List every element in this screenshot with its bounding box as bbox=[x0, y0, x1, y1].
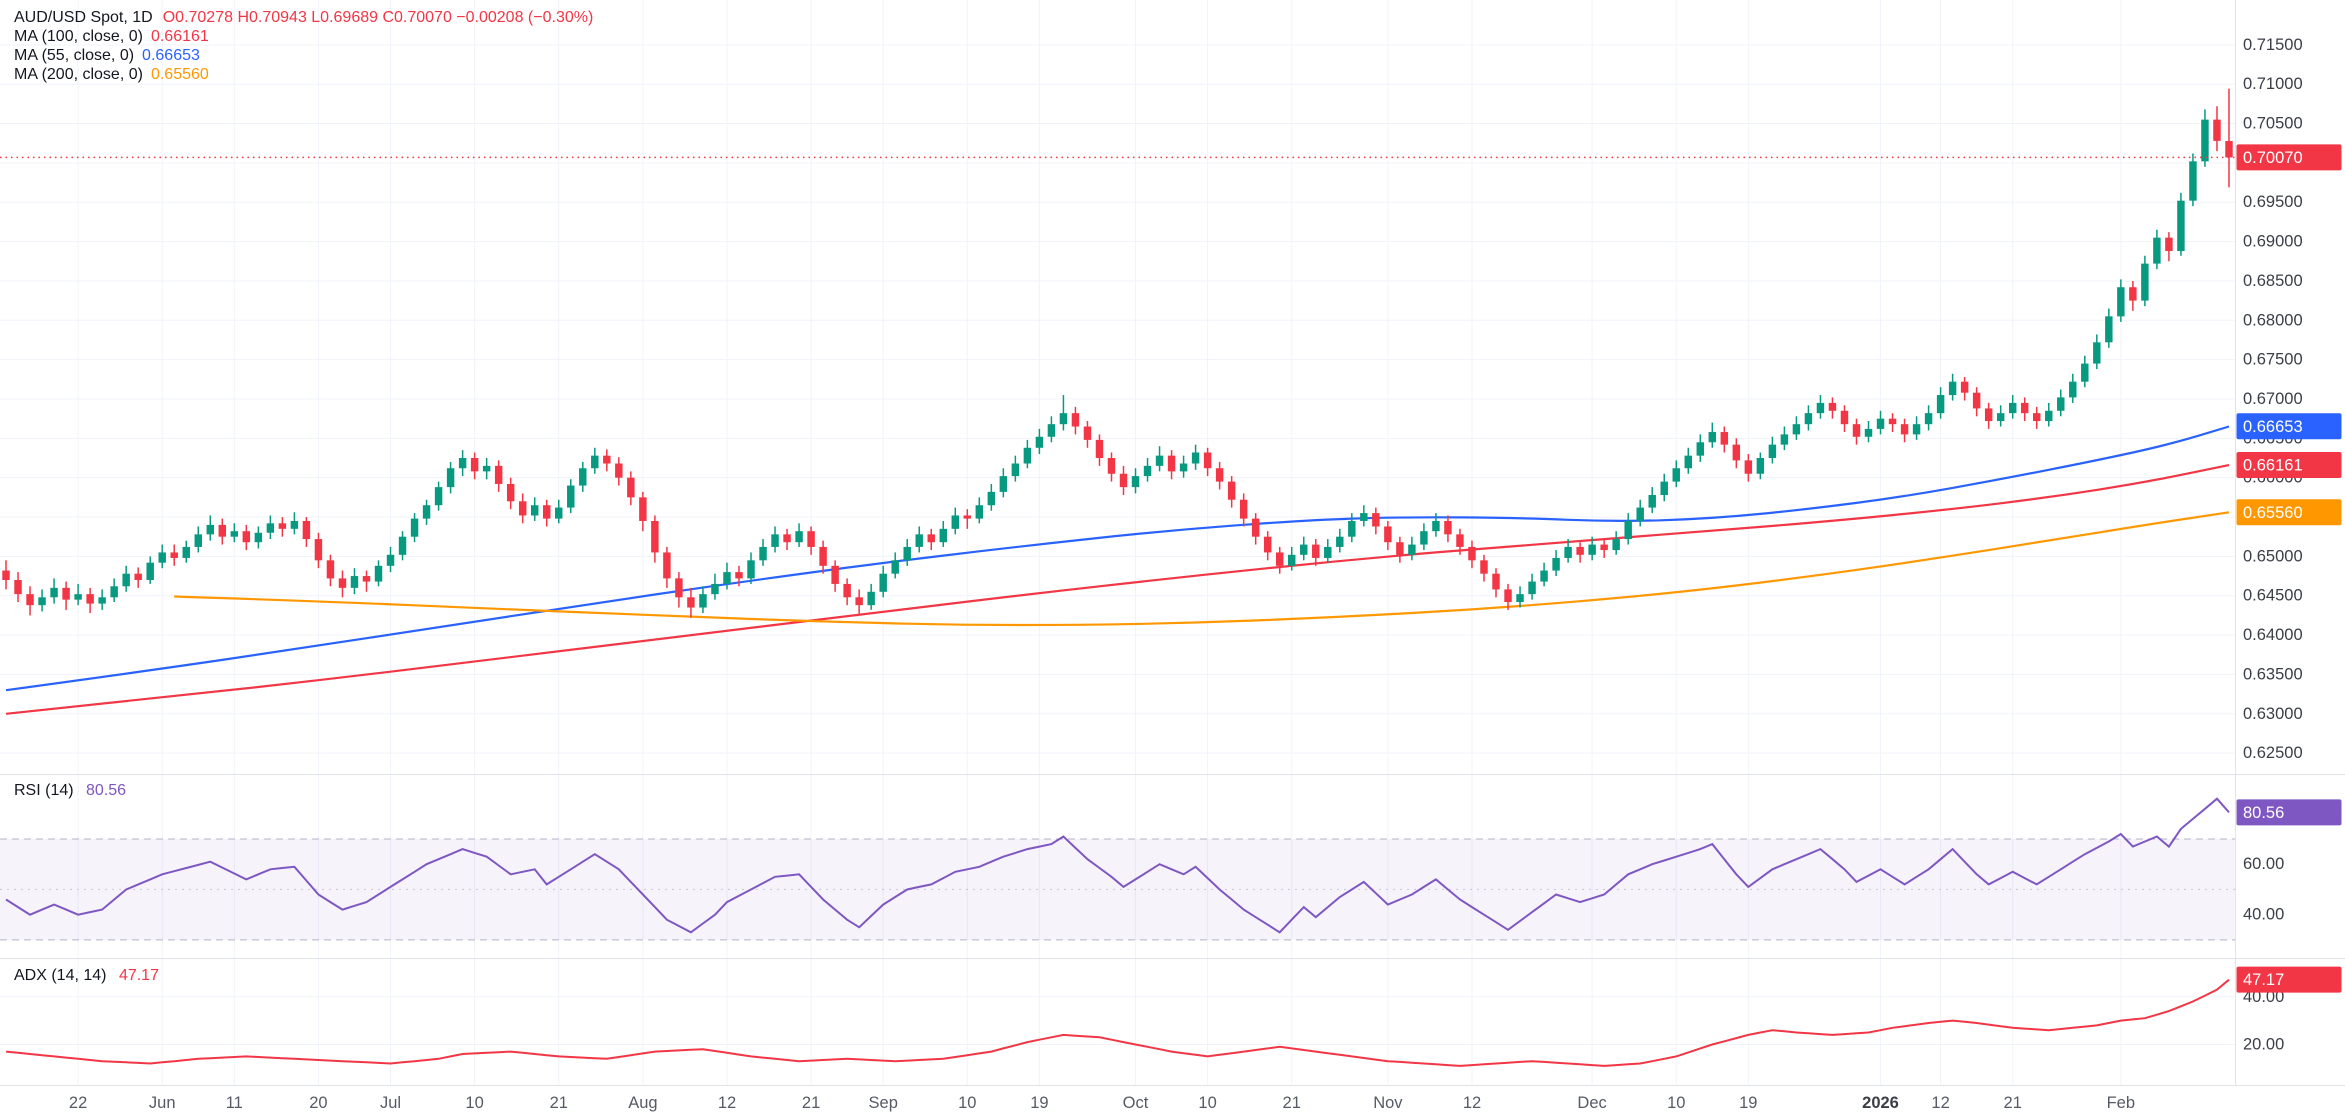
svg-text:0.65000: 0.65000 bbox=[2243, 547, 2303, 565]
ma100-legend-row[interactable]: MA (100, close, 0) 0.66161 bbox=[14, 27, 593, 46]
adx-line[interactable] bbox=[5, 978, 2230, 1067]
price-axis-labels[interactable]: 0.71500 0.71000 0.70500 0.69500 0.69000 0.685… bbox=[2243, 36, 2303, 1054]
svg-text:Jul: Jul bbox=[380, 1094, 401, 1112]
svg-text:20.00: 20.00 bbox=[2243, 1035, 2284, 1053]
svg-text:19: 19 bbox=[1739, 1094, 1757, 1112]
svg-text:60.00: 60.00 bbox=[2243, 855, 2284, 873]
svg-text:10: 10 bbox=[1667, 1094, 1685, 1112]
svg-text:12: 12 bbox=[1931, 1094, 1949, 1112]
svg-text:20: 20 bbox=[309, 1094, 327, 1112]
svg-text:10: 10 bbox=[465, 1094, 483, 1112]
svg-text:11: 11 bbox=[226, 1094, 243, 1112]
svg-text:Oct: Oct bbox=[1123, 1094, 1149, 1112]
ma55-legend-row[interactable]: MA (55, close, 0) 0.66653 bbox=[14, 46, 593, 65]
svg-text:10: 10 bbox=[1198, 1094, 1216, 1112]
svg-text:0.67500: 0.67500 bbox=[2243, 351, 2303, 369]
svg-text:0.63500: 0.63500 bbox=[2243, 665, 2303, 683]
ma200-badge bbox=[2236, 499, 2342, 526]
candles-layer[interactable] bbox=[2, 88, 2233, 618]
svg-text:40.00: 40.00 bbox=[2243, 906, 2284, 924]
svg-text:0.70070: 0.70070 bbox=[2243, 149, 2303, 167]
svg-text:0.69000: 0.69000 bbox=[2243, 233, 2303, 251]
svg-text:21: 21 bbox=[802, 1094, 820, 1112]
svg-text:0.68500: 0.68500 bbox=[2243, 272, 2303, 290]
svg-text:47.17: 47.17 bbox=[2243, 971, 2284, 989]
symbol-row: AUD/USD Spot, 1D O0.70278 H0.70943 L0.69… bbox=[14, 8, 593, 27]
ma55-value: 0.66653 bbox=[142, 47, 200, 64]
svg-text:2026: 2026 bbox=[1862, 1094, 1899, 1112]
symbol-title[interactable]: AUD/USD Spot, 1D bbox=[14, 9, 153, 26]
svg-text:80.56: 80.56 bbox=[2243, 804, 2284, 822]
svg-text:0.67000: 0.67000 bbox=[2243, 390, 2303, 408]
ma100-label: MA (100, close, 0) bbox=[14, 28, 143, 45]
rsi-label: RSI (14) bbox=[14, 782, 74, 799]
svg-text:0.70500: 0.70500 bbox=[2243, 115, 2303, 133]
svg-text:0.71000: 0.71000 bbox=[2243, 75, 2303, 93]
time-axis-labels[interactable]: 22 Jun 11 20 Jul 10 21 Aug 12 21 Sep 10 19 Oct 10 21 Nov… bbox=[69, 1094, 2135, 1112]
rsi-badge bbox=[2236, 799, 2342, 826]
ma200-line[interactable] bbox=[174, 511, 2230, 627]
ma55-badge bbox=[2236, 413, 2342, 440]
svg-text:0.65560: 0.65560 bbox=[2243, 504, 2303, 522]
ma200-label: MA (200, close, 0) bbox=[14, 66, 143, 83]
svg-text:0.69500: 0.69500 bbox=[2243, 193, 2303, 211]
ma200-legend-row[interactable]: MA (200, close, 0) 0.65560 bbox=[14, 65, 593, 84]
svg-text:21: 21 bbox=[550, 1094, 568, 1112]
svg-text:10: 10 bbox=[958, 1094, 976, 1112]
grid-layer bbox=[0, 0, 2235, 1085]
ohlc-readout: O0.70278 H0.70943 L0.69689 C0.70070 −0.0… bbox=[162, 9, 594, 26]
symbol-legend: AUD/USD Spot, 1D O0.70278 H0.70943 L0.69… bbox=[14, 8, 593, 84]
svg-text:0.66161: 0.66161 bbox=[2243, 457, 2303, 475]
ma100-badge bbox=[2236, 452, 2342, 479]
svg-text:0.66653: 0.66653 bbox=[2243, 418, 2303, 436]
adx-badge bbox=[2236, 966, 2342, 993]
svg-text:Dec: Dec bbox=[1577, 1094, 1606, 1112]
svg-text:Feb: Feb bbox=[2107, 1094, 2135, 1112]
svg-text:0.71500: 0.71500 bbox=[2243, 36, 2303, 54]
adx-label: ADX (14, 14) bbox=[14, 967, 107, 984]
svg-text:21: 21 bbox=[2004, 1094, 2022, 1112]
adx-legend-row[interactable]: ADX (14, 14) 47.17 bbox=[14, 967, 159, 985]
svg-text:Sep: Sep bbox=[869, 1094, 898, 1112]
svg-text:0.68000: 0.68000 bbox=[2243, 311, 2303, 329]
ma100-value: 0.66161 bbox=[150, 28, 209, 45]
ma200-value: 0.65560 bbox=[150, 66, 209, 83]
rsi-legend-row[interactable]: RSI (14) 80.56 bbox=[14, 782, 126, 800]
svg-text:0.64500: 0.64500 bbox=[2243, 587, 2303, 605]
adx-value: 47.17 bbox=[118, 967, 159, 984]
ma100-line[interactable] bbox=[5, 464, 2230, 715]
svg-text:19: 19 bbox=[1030, 1094, 1048, 1112]
svg-text:12: 12 bbox=[718, 1094, 736, 1112]
axis-badges: 0.70070 0.66653 0.66161 0.65560 80.56 47.17 bbox=[2236, 144, 2342, 993]
svg-text:12: 12 bbox=[1463, 1094, 1481, 1112]
rsi-band bbox=[0, 839, 2235, 940]
svg-text:0.64000: 0.64000 bbox=[2243, 626, 2303, 644]
rsi-line[interactable] bbox=[5, 797, 2230, 934]
last-price-badge bbox=[2236, 144, 2342, 171]
rsi-value: 80.56 bbox=[86, 782, 127, 799]
svg-text:Nov: Nov bbox=[1373, 1094, 1403, 1112]
svg-text:Jun: Jun bbox=[149, 1094, 176, 1112]
ma55-label: MA (55, close, 0) bbox=[14, 47, 135, 64]
svg-text:Aug: Aug bbox=[628, 1094, 657, 1112]
svg-text:21: 21 bbox=[1283, 1094, 1301, 1112]
svg-text:22: 22 bbox=[69, 1094, 87, 1112]
svg-text:0.63000: 0.63000 bbox=[2243, 705, 2303, 723]
ma55-line[interactable] bbox=[5, 425, 2230, 692]
svg-text:0.62500: 0.62500 bbox=[2243, 744, 2303, 762]
